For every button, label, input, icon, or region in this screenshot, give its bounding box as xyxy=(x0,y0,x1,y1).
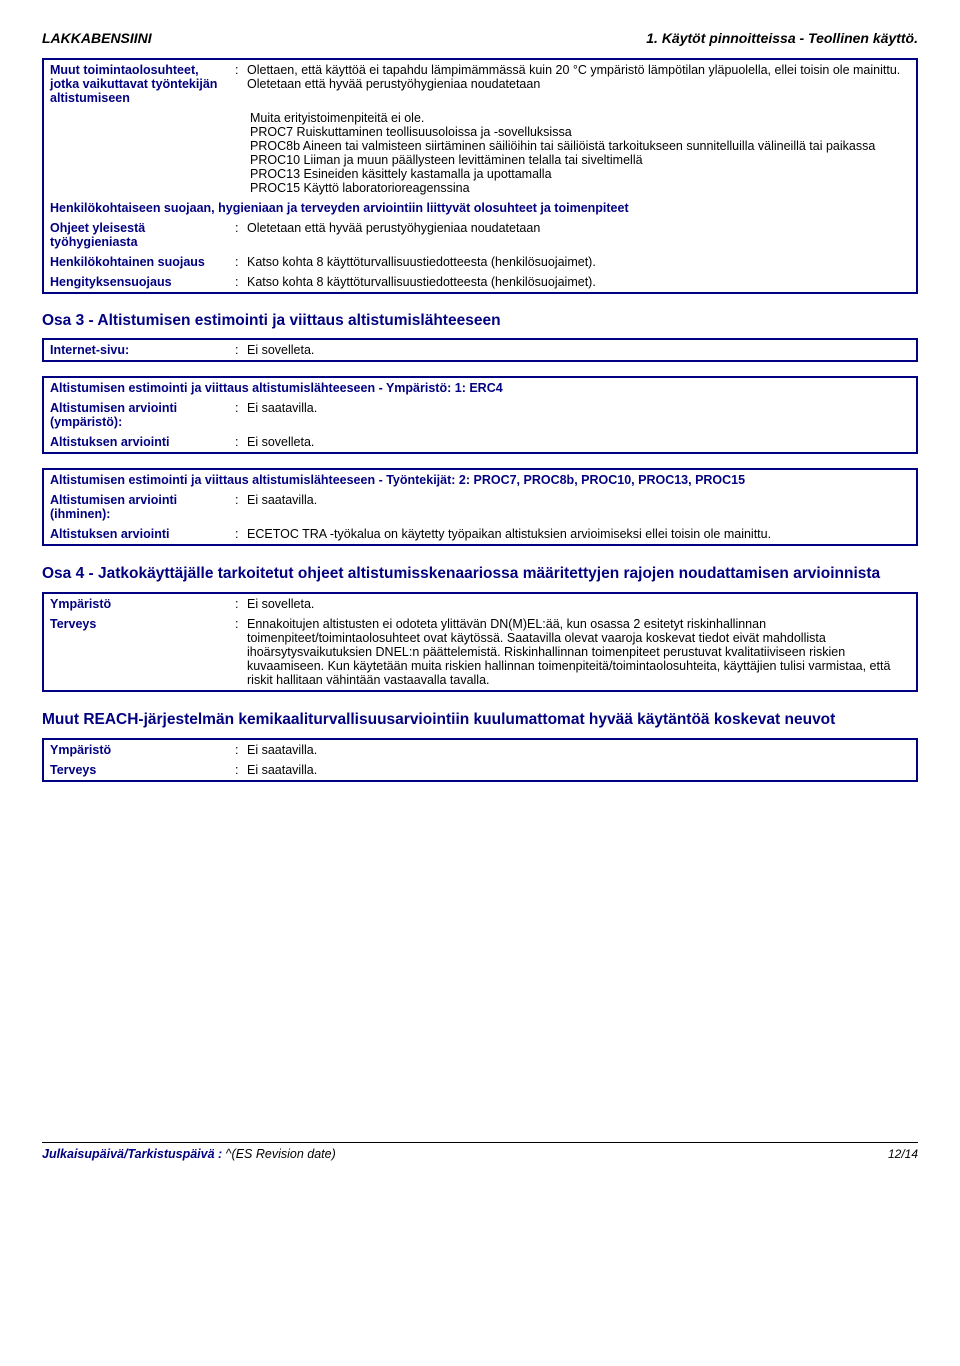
label-personal: Henkilökohtainen suojaus xyxy=(50,255,235,269)
label-env-gp: Ympäristö xyxy=(50,743,235,757)
header-left: LAKKABENSIINI xyxy=(42,30,152,46)
colon: : xyxy=(235,63,247,105)
mid-block-text: Muita erityistoimenpiteitä ei ole. PROC7… xyxy=(50,111,910,195)
row-env-compl: Ympäristö : Ei sovelleta. xyxy=(44,594,916,614)
label-hygiene: Ohjeet yleisestä työhygieniasta xyxy=(50,221,235,249)
row-personal-protection: Henkilökohtainen suojaus : Katso kohta 8… xyxy=(44,252,916,272)
row-health-compl: Terveys : Ennakoitujen altistusten ei od… xyxy=(44,614,916,690)
value-human-assess: Ei saatavilla. xyxy=(247,493,910,521)
page-header: LAKKABENSIINI 1. Käytöt pinnoitteissa - … xyxy=(42,30,918,46)
row-exposure-eval2: Altistuksen arviointi : ECETOC TRA -työk… xyxy=(44,524,916,544)
value-personal: Katso kohta 8 käyttöturvallisuustiedotte… xyxy=(247,255,910,269)
box-compliance: Ympäristö : Ei sovelleta. Terveys : Enna… xyxy=(42,592,918,692)
row-human-assess: Altistumisen arviointi (ihminen): : Ei s… xyxy=(44,490,916,524)
header-right: 1. Käytöt pinnoitteissa - Teollinen käyt… xyxy=(646,30,918,46)
value-env-assess: Ei saatavilla. xyxy=(247,401,910,429)
value-respiratory: Katso kohta 8 käyttöturvallisuustiedotte… xyxy=(247,275,910,289)
value-env-compl: Ei sovelleta. xyxy=(247,597,910,611)
label-env-assess: Altistumisen arviointi (ympäristö): xyxy=(50,401,235,429)
row-hygiene-advice: Ohjeet yleisestä työhygieniasta : Oletet… xyxy=(44,218,916,252)
footer-label: Julkaisupäivä/Tarkistuspäivä xyxy=(42,1147,215,1161)
value-exposure-eval2: ECETOC TRA -työkalua on käytetty työpaik… xyxy=(247,527,910,541)
label-health-gp: Terveys xyxy=(50,763,235,777)
row-exposure-eval1: Altistuksen arviointi : Ei sovelleta. xyxy=(44,432,916,452)
box4-head: Altistumisen estimointi ja viittaus alti… xyxy=(44,470,916,490)
box-env-exposure: Altistumisen estimointi ja viittaus alti… xyxy=(42,376,918,454)
footer-left: Julkaisupäivä/Tarkistuspäivä : ^(ES Revi… xyxy=(42,1147,336,1161)
value-health-compl: Ennakoitujen altistusten ei odoteta ylit… xyxy=(247,617,910,687)
footer-value: ^(ES Revision date) xyxy=(226,1147,336,1161)
label-exposure-eval2: Altistuksen arviointi xyxy=(50,527,235,541)
row-env-gp: Ympäristö : Ei saatavilla. xyxy=(44,740,916,760)
row-internet: Internet-sivu: : Ei sovelleta. xyxy=(44,340,916,360)
section4-title: Osa 4 - Jatkokäyttäjälle tarkoitetut ohj… xyxy=(42,564,918,584)
value-health-gp: Ei saatavilla. xyxy=(247,763,910,777)
footer-page: 12/14 xyxy=(888,1147,918,1161)
label-internet: Internet-sivu: xyxy=(50,343,235,357)
label-health-compl: Terveys xyxy=(50,617,235,687)
value-exposure-eval1: Ei sovelleta. xyxy=(247,435,910,449)
box-conditions: Muut toimintaolosuhteet, jotka vaikuttav… xyxy=(42,58,918,294)
box-worker-exposure: Altistumisen estimointi ja viittaus alti… xyxy=(42,468,918,546)
box3-head: Altistumisen estimointi ja viittaus alti… xyxy=(44,378,916,398)
value-internet: Ei sovelleta. xyxy=(247,343,910,357)
label-env-compl: Ympäristö xyxy=(50,597,235,611)
mid-block-row: Muita erityistoimenpiteitä ei ole. PROC7… xyxy=(44,108,916,198)
label-other-conditions: Muut toimintaolosuhteet, jotka vaikuttav… xyxy=(50,63,235,105)
value-env-gp: Ei saatavilla. xyxy=(247,743,910,757)
label-exposure-eval1: Altistuksen arviointi xyxy=(50,435,235,449)
row-health-gp: Terveys : Ei saatavilla. xyxy=(44,760,916,780)
row-env-assess: Altistumisen arviointi (ympäristö): : Ei… xyxy=(44,398,916,432)
page-footer: Julkaisupäivä/Tarkistuspäivä : ^(ES Revi… xyxy=(42,1142,918,1161)
section3-title: Osa 3 - Altistumisen estimointi ja viitt… xyxy=(42,312,918,330)
section5-title: Muut REACH-järjestelmän kemikaaliturvall… xyxy=(42,710,918,730)
box-internet: Internet-sivu: : Ei sovelleta. xyxy=(42,338,918,362)
footer-colon: : xyxy=(218,1147,226,1161)
label-respiratory: Hengityksensuojaus xyxy=(50,275,235,289)
value-other-conditions: Olettaen, että käyttöä ei tapahdu lämpim… xyxy=(247,63,910,105)
row-other-conditions: Muut toimintaolosuhteet, jotka vaikuttav… xyxy=(44,60,916,108)
value-hygiene: Oletetaan että hyvää perustyöhygieniaa n… xyxy=(247,221,910,249)
box-good-practice: Ympäristö : Ei saatavilla. Terveys : Ei … xyxy=(42,738,918,782)
label-human-assess: Altistumisen arviointi (ihminen): xyxy=(50,493,235,521)
band-personal-protection: Henkilökohtaiseen suojaan, hygieniaan ja… xyxy=(44,198,916,218)
row-respiratory: Hengityksensuojaus : Katso kohta 8 käytt… xyxy=(44,272,916,292)
